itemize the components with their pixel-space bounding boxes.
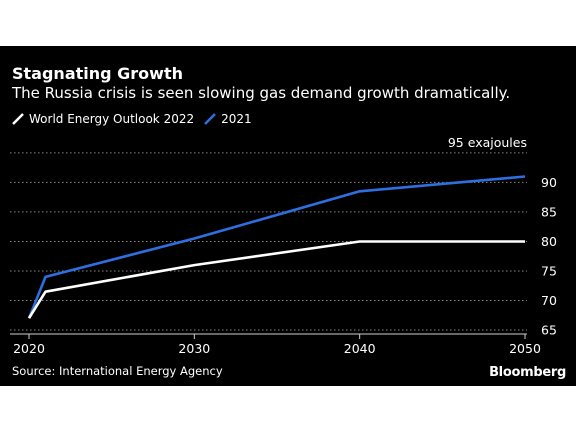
chart-subtitle: The Russia crisis is seen slowing gas de… xyxy=(12,84,511,102)
x-tick-label-2030: 2030 xyxy=(178,341,210,356)
legend-label-2021: 2021 xyxy=(221,112,252,126)
chart-title: Stagnating Growth xyxy=(12,64,183,83)
bloomberg-logo: Bloomberg xyxy=(489,365,566,380)
legend-label-weo2022: World Energy Outlook 2022 xyxy=(29,112,195,126)
legend-item-2021: 2021 xyxy=(204,112,252,126)
legend-swatch-weo2022 xyxy=(12,113,24,125)
y-tick-label-90: 90 xyxy=(541,175,557,190)
x-tick-label-2020: 2020 xyxy=(13,341,45,356)
y-tick-label-70: 70 xyxy=(541,293,557,308)
x-tick-label-2040: 2040 xyxy=(344,341,376,356)
source-note: Source: International Energy Agency xyxy=(12,364,223,378)
y-tick-label-65: 65 xyxy=(541,323,557,338)
line-chart: 65 70 75 80 85 90 95 exajoules 2020 2030 2040 2050 xyxy=(10,135,557,356)
y-tick-label-80: 80 xyxy=(541,234,557,249)
series-line-0 xyxy=(27,240,525,319)
chart-legend: World Energy Outlook 2022 2021 xyxy=(12,112,262,126)
x-tick-label-2050: 2050 xyxy=(509,341,541,356)
legend-swatch-2021 xyxy=(204,113,216,125)
chart-card: Stagnating Growth The Russia crisis is s… xyxy=(0,46,576,386)
y-tick-label-85: 85 xyxy=(541,204,557,219)
y-unit-label: 95 exajoules xyxy=(448,135,527,150)
y-tick-label-75: 75 xyxy=(541,263,557,278)
legend-item-weo2022: World Energy Outlook 2022 xyxy=(12,112,194,126)
series-line-1 xyxy=(27,175,526,319)
